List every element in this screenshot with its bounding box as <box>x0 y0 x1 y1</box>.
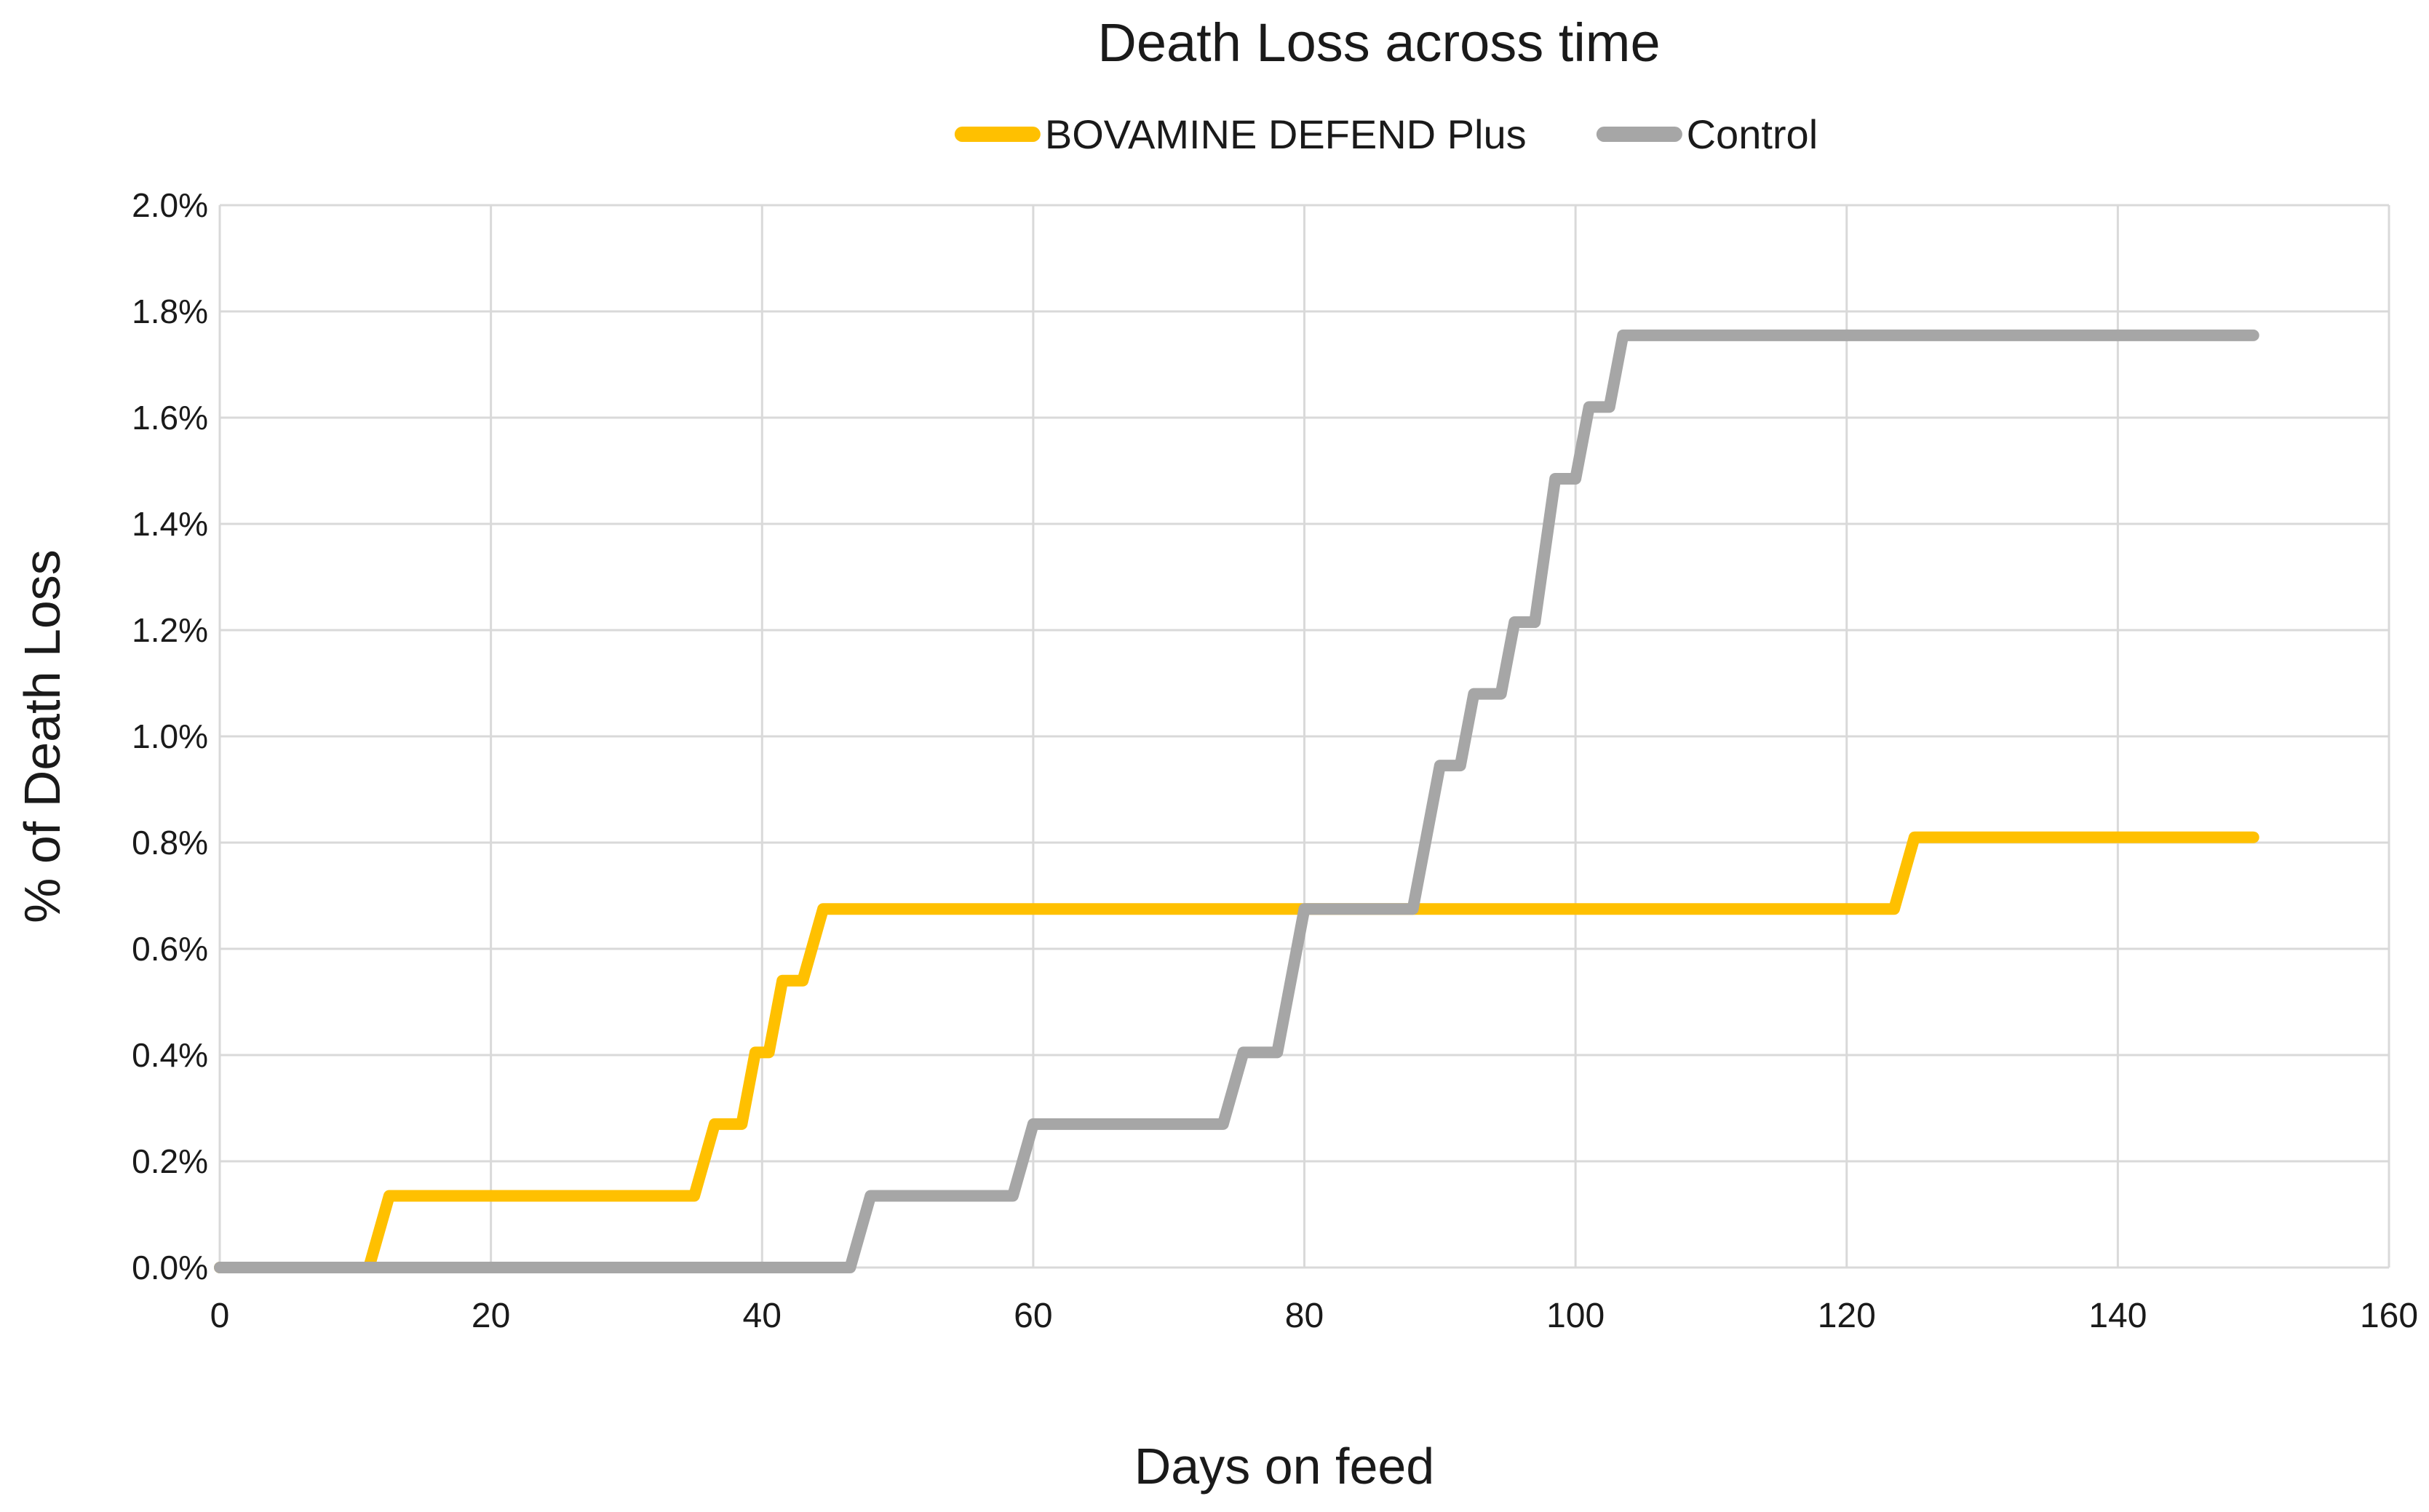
chart-title: Death Loss across time <box>1097 12 1661 73</box>
legend-swatch-control-icon <box>1596 127 1682 142</box>
series-line-control <box>214 329 2259 1273</box>
y-tick-label: 0.2% <box>132 1142 208 1180</box>
y-tick-label: 0.6% <box>132 930 208 968</box>
x-tick-label: 80 <box>1285 1297 1324 1335</box>
legend: BOVAMINE DEFEND Plus Control <box>954 111 1818 158</box>
y-tick-label: 2.0% <box>132 186 208 224</box>
x-tick-label: 20 <box>472 1297 510 1335</box>
y-tick-label: 0.4% <box>132 1036 208 1074</box>
y-tick-label: 0.0% <box>132 1249 208 1286</box>
y-tick-label: 1.6% <box>132 399 208 437</box>
x-tick-label: 0 <box>210 1297 230 1335</box>
x-tick-label: 160 <box>2360 1297 2418 1335</box>
x-tick-label: 140 <box>2088 1297 2147 1335</box>
legend-item-control: Control <box>1596 111 1818 158</box>
x-axis-title: Days on feed <box>1134 1438 1435 1495</box>
x-tick-label: 100 <box>1546 1297 1605 1335</box>
legend-label-bovamine: BOVAMINE DEFEND Plus <box>1044 111 1527 157</box>
y-tick-label: 1.0% <box>132 717 208 755</box>
x-tick-label: 120 <box>1818 1297 1876 1335</box>
legend-label-control: Control <box>1686 111 1818 157</box>
x-tick-label: 40 <box>743 1297 782 1335</box>
series-line-bovamine-defend-plus <box>214 831 2259 1273</box>
y-tick-label: 1.8% <box>132 293 208 330</box>
y-tick-label: 0.8% <box>132 824 208 862</box>
legend-swatch-bovamine-icon <box>954 127 1041 142</box>
y-tick-label: 1.2% <box>132 611 208 649</box>
x-tick-label: 60 <box>1014 1297 1052 1335</box>
y-tick-label: 1.4% <box>132 505 208 543</box>
legend-item-bovamine: BOVAMINE DEFEND Plus <box>954 111 1527 158</box>
